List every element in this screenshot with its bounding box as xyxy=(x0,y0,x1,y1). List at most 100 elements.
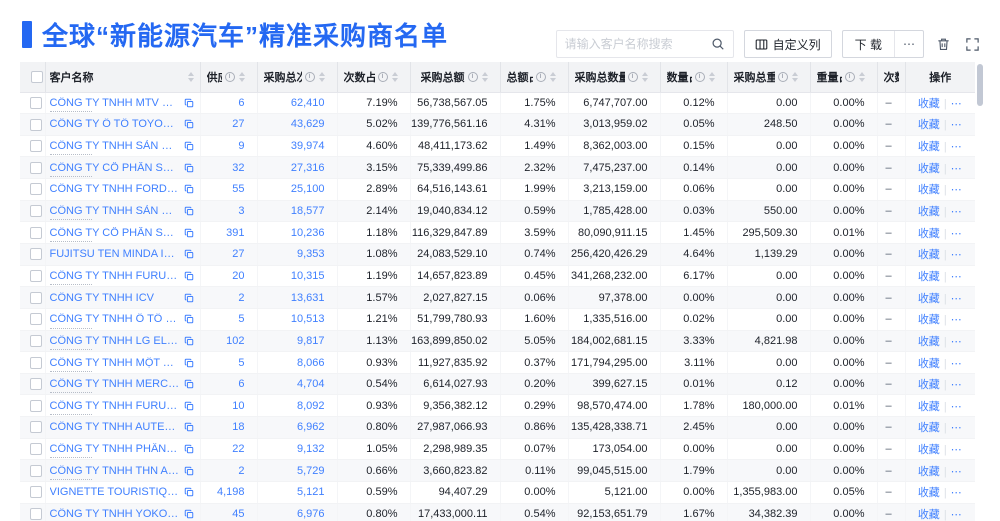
value-supplier[interactable]: 4,198 xyxy=(216,486,245,499)
row-checkbox[interactable] xyxy=(30,118,42,131)
row-checkbox[interactable] xyxy=(30,334,42,347)
sort-icon[interactable] xyxy=(481,71,488,82)
sort-icon[interactable] xyxy=(791,71,798,82)
row-more-button[interactable]: ⋯ xyxy=(950,335,963,348)
column-header-purchases[interactable]: 采购总次数i xyxy=(257,62,338,93)
value-purchases[interactable]: 25,100 xyxy=(290,183,325,196)
copy-icon[interactable] xyxy=(184,422,194,432)
row-checkbox[interactable] xyxy=(30,161,42,174)
favorite-button[interactable]: 收藏 xyxy=(917,119,940,132)
fullscreen-button[interactable] xyxy=(963,37,982,52)
favorite-button[interactable]: 收藏 xyxy=(917,400,940,413)
customer-name-link[interactable]: CÔNG TY TNHH YOKOWO VIỆT... xyxy=(49,507,180,520)
value-supplier[interactable]: 20 xyxy=(232,269,245,282)
column-header-name[interactable]: 客户名称 xyxy=(45,62,201,93)
value-purchases[interactable]: 5,729 xyxy=(296,464,325,477)
value-purchases[interactable]: 9,817 xyxy=(296,334,325,347)
row-checkbox[interactable] xyxy=(30,248,42,261)
customer-name-link[interactable]: CÔNG TY TNHH Ô TÔ MITSUBI... xyxy=(49,313,180,326)
favorite-button[interactable]: 收藏 xyxy=(917,206,940,219)
copy-icon[interactable] xyxy=(184,184,194,194)
value-supplier[interactable]: 2 xyxy=(238,464,245,477)
copy-icon[interactable] xyxy=(184,466,194,476)
value-supplier[interactable]: 5 xyxy=(238,356,245,369)
value-purchases[interactable]: 13,631 xyxy=(290,291,325,304)
row-checkbox[interactable] xyxy=(30,486,42,499)
row-more-button[interactable]: ⋯ xyxy=(950,119,963,132)
copy-icon[interactable] xyxy=(184,509,194,519)
customer-name-link[interactable]: CÔNG TY TNHH MTV SẢN XUẤ... xyxy=(49,96,180,109)
row-more-button[interactable]: ⋯ xyxy=(950,487,963,500)
value-purchases[interactable]: 4,704 xyxy=(296,378,325,391)
favorite-button[interactable]: 收藏 xyxy=(917,465,940,478)
customer-name-link[interactable]: CÔNG TY Ô TÔ TOYOTA VIỆT ... xyxy=(49,118,180,131)
customer-name-link[interactable]: CÔNG TY TNHH MỘT THÀNH V... xyxy=(49,356,180,369)
copy-icon[interactable] xyxy=(184,293,194,303)
value-purchases[interactable]: 10,236 xyxy=(290,226,325,239)
sort-icon[interactable] xyxy=(549,71,556,82)
row-more-button[interactable]: ⋯ xyxy=(950,97,963,110)
customer-name-link[interactable]: CÔNG TY CỔ PHẦN SẢN XUẤT... xyxy=(49,226,180,239)
sort-icon[interactable] xyxy=(858,71,865,82)
customer-name-link[interactable]: CÔNG TY TNHH SẢN XUẤT VÀ ... xyxy=(49,205,180,218)
column-header-amount_pct[interactable]: 总额占比i xyxy=(500,62,569,93)
row-checkbox[interactable] xyxy=(30,291,42,304)
value-supplier[interactable]: 391 xyxy=(226,226,245,239)
row-more-button[interactable]: ⋯ xyxy=(950,206,963,219)
value-supplier[interactable]: 3 xyxy=(238,205,245,218)
favorite-button[interactable]: 收藏 xyxy=(917,335,940,348)
value-supplier[interactable]: 55 xyxy=(232,183,245,196)
favorite-button[interactable]: 收藏 xyxy=(917,270,940,283)
scrollbar-thumb[interactable] xyxy=(977,64,983,106)
row-more-button[interactable]: ⋯ xyxy=(950,465,963,478)
row-more-button[interactable]: ⋯ xyxy=(950,422,963,435)
value-purchases[interactable]: 18,577 xyxy=(290,205,325,218)
row-more-button[interactable]: ⋯ xyxy=(950,508,963,521)
customer-name-link[interactable]: CÔNG TY TNHH ICV xyxy=(49,291,155,304)
row-checkbox[interactable] xyxy=(30,269,42,282)
row-more-button[interactable]: ⋯ xyxy=(950,162,963,175)
row-more-button[interactable]: ⋯ xyxy=(950,184,963,197)
value-supplier[interactable]: 6 xyxy=(238,96,245,109)
customer-name-link[interactable]: CÔNG TY CỔ PHẦN SẢN XUẤT... xyxy=(49,161,180,174)
copy-icon[interactable] xyxy=(184,249,194,259)
row-more-button[interactable]: ⋯ xyxy=(950,292,963,305)
customer-name-link[interactable]: CÔNG TY TNHH FURUKAWA A... xyxy=(49,399,180,412)
row-checkbox[interactable] xyxy=(30,508,42,521)
value-supplier[interactable]: 32 xyxy=(232,161,245,174)
customer-name-link[interactable]: CÔNG TY TNHH LG ELECTRON... xyxy=(49,334,180,347)
row-more-button[interactable]: ⋯ xyxy=(950,141,963,154)
sort-icon[interactable] xyxy=(641,71,648,82)
value-purchases[interactable]: 8,066 xyxy=(296,356,325,369)
copy-icon[interactable] xyxy=(184,314,194,324)
row-checkbox[interactable] xyxy=(30,205,42,218)
favorite-button[interactable]: 收藏 xyxy=(917,292,940,305)
favorite-button[interactable]: 收藏 xyxy=(917,487,940,500)
value-purchases[interactable]: 43,629 xyxy=(290,118,325,131)
customer-name-link[interactable]: CÔNG TY TNHH FURUKAWA A... xyxy=(49,269,180,282)
row-checkbox[interactable] xyxy=(30,183,42,196)
favorite-button[interactable]: 收藏 xyxy=(917,184,940,197)
copy-icon[interactable] xyxy=(184,401,194,411)
customer-name-link[interactable]: CÔNG TY TNHH FORD VIỆT NAM xyxy=(49,183,180,196)
copy-icon[interactable] xyxy=(184,336,194,346)
value-purchases[interactable]: 6,962 xyxy=(296,421,325,434)
favorite-button[interactable]: 收藏 xyxy=(917,314,940,327)
value-purchases[interactable]: 10,315 xyxy=(290,269,325,282)
value-supplier[interactable]: 5 xyxy=(238,313,245,326)
row-checkbox[interactable] xyxy=(30,378,42,391)
row-more-button[interactable]: ⋯ xyxy=(950,379,963,392)
row-checkbox[interactable] xyxy=(30,313,42,326)
row-more-button[interactable]: ⋯ xyxy=(950,400,963,413)
row-checkbox[interactable] xyxy=(30,421,42,434)
copy-icon[interactable] xyxy=(184,444,194,454)
favorite-button[interactable]: 收藏 xyxy=(917,141,940,154)
column-header-weight[interactable]: 采购总重量i xyxy=(727,62,811,93)
search-input[interactable] xyxy=(564,37,711,51)
select-all-checkbox[interactable] xyxy=(31,70,44,83)
download-button[interactable]: 下 载 xyxy=(843,31,894,57)
value-supplier[interactable]: 6 xyxy=(238,378,245,391)
copy-icon[interactable] xyxy=(184,358,194,368)
row-checkbox[interactable] xyxy=(30,399,42,412)
row-checkbox[interactable] xyxy=(30,140,42,153)
